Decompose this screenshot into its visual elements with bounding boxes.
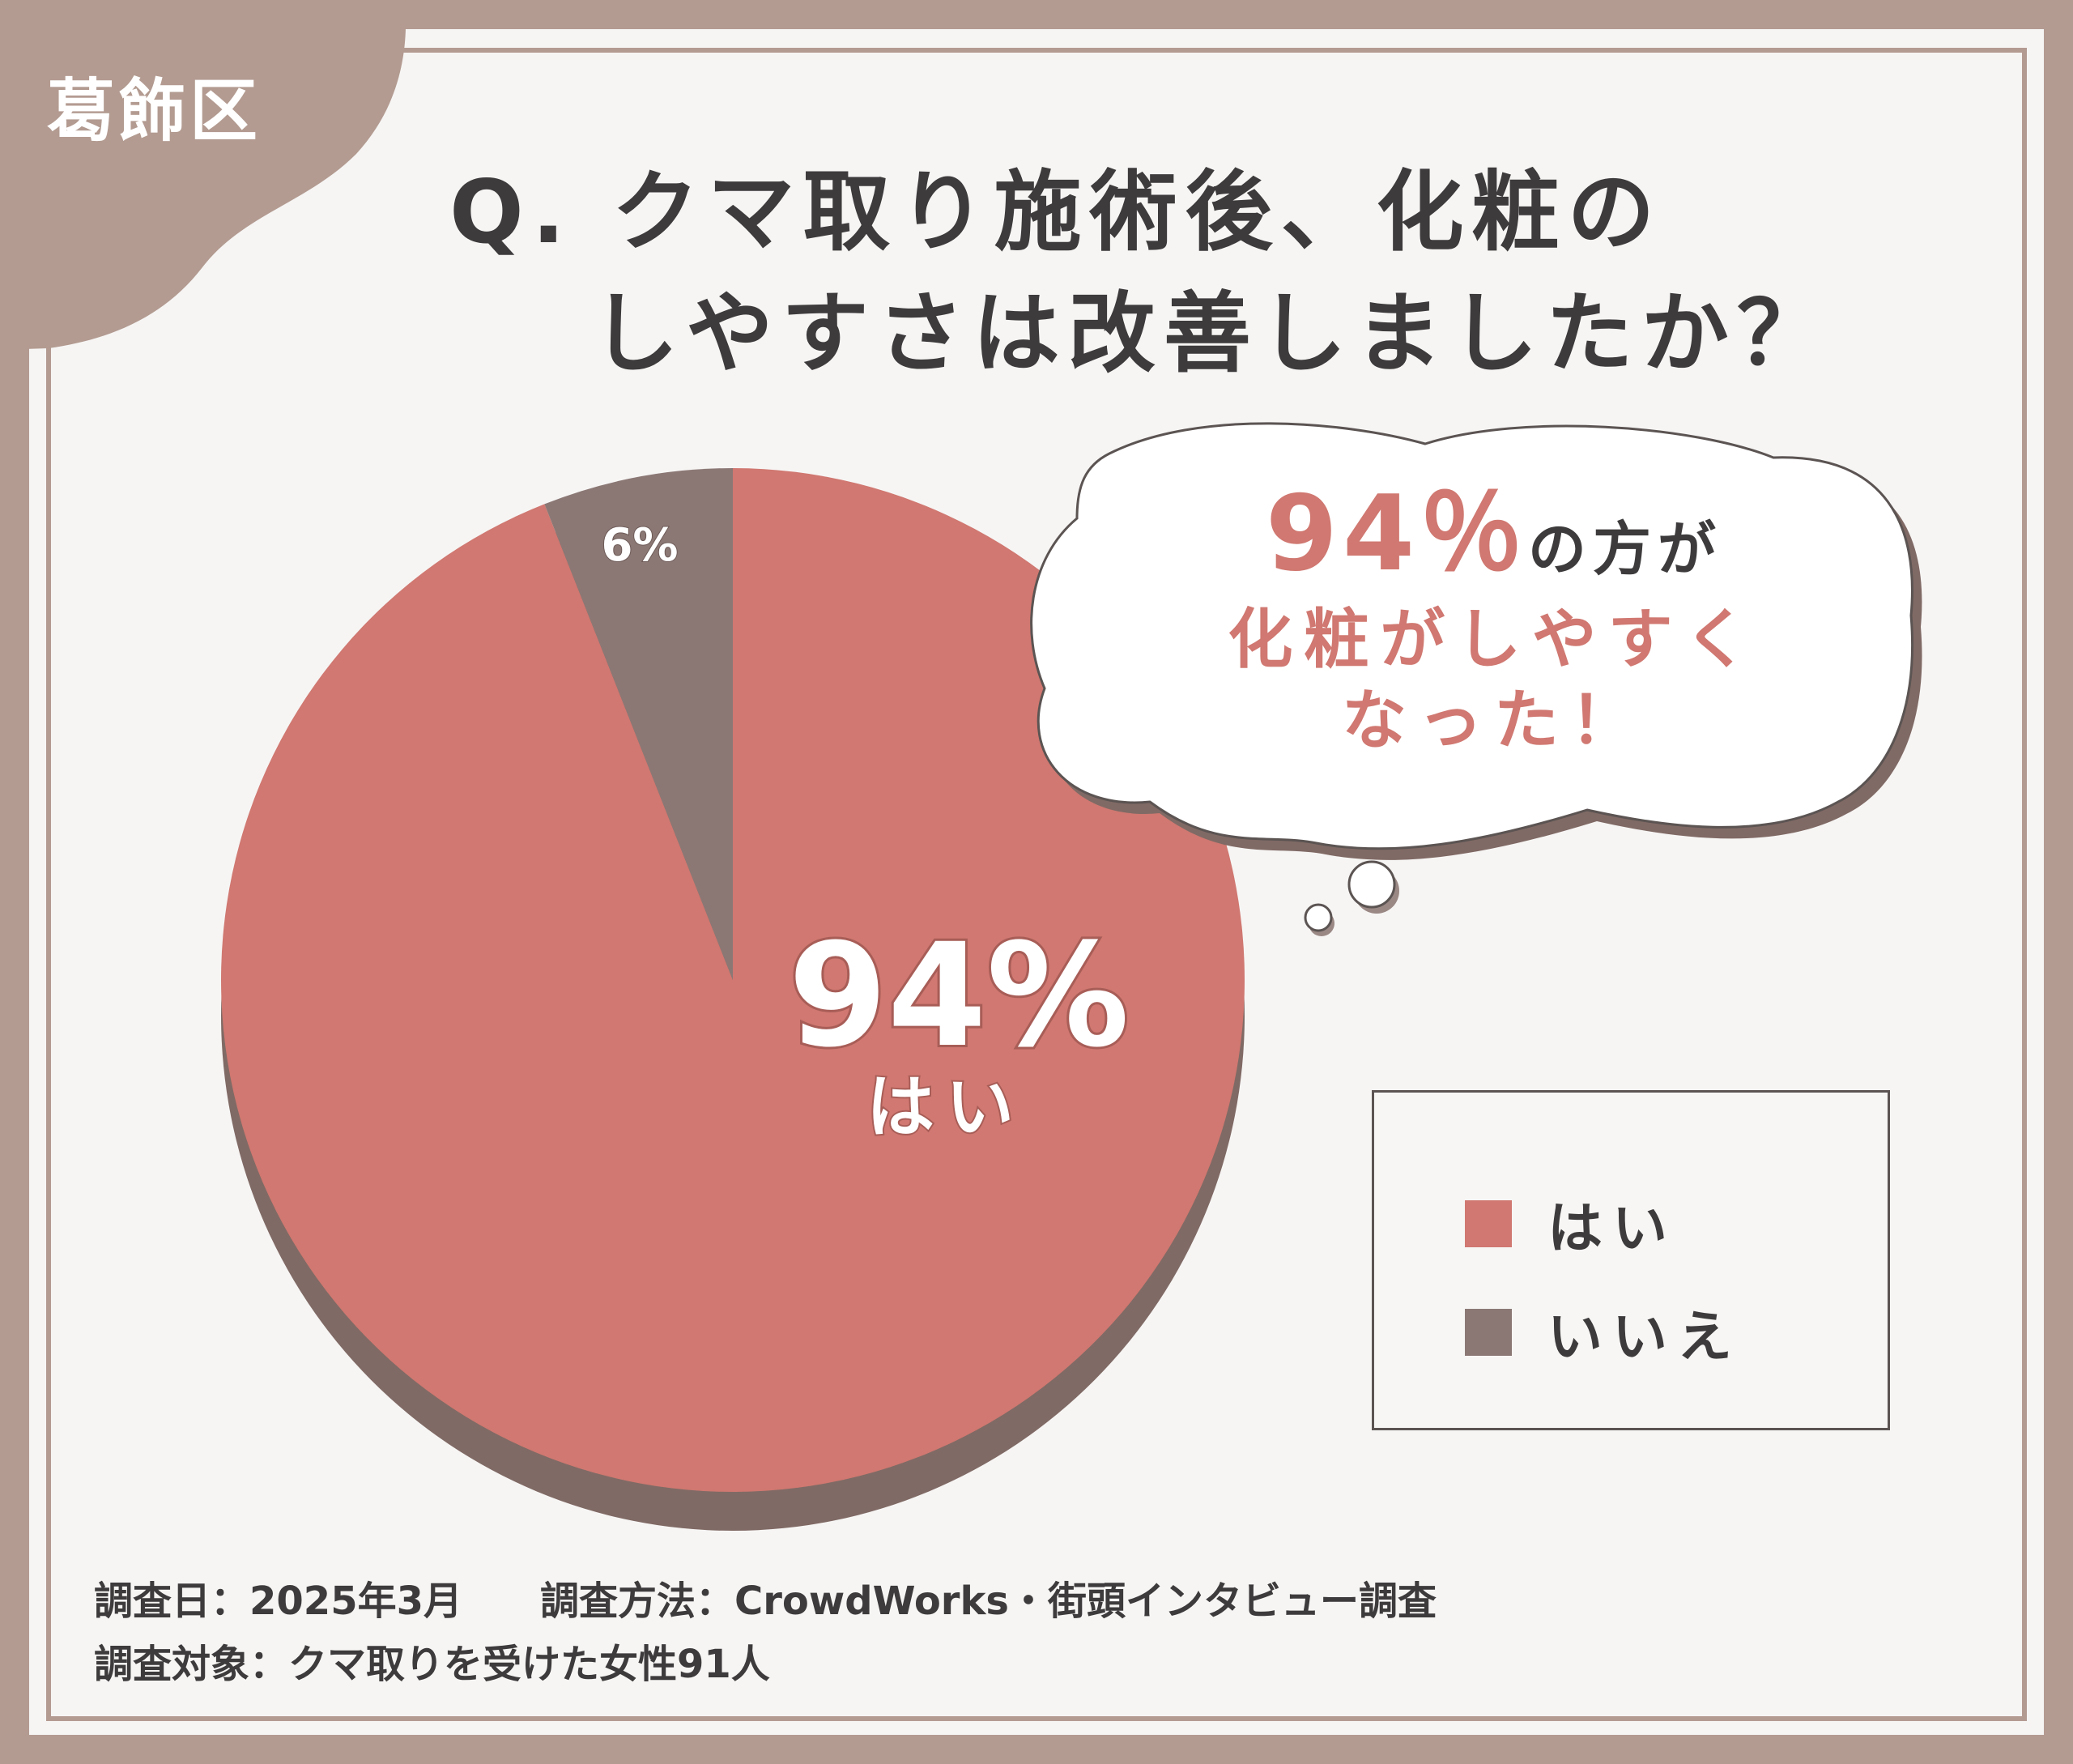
bubble-line-3: なった！	[1342, 683, 1646, 758]
survey-method: 調査方法：CrowdWorks・街頭インタビュー調査	[540, 1579, 1437, 1624]
main-slice-value: 94%	[788, 913, 1129, 1079]
speech-bubble	[1030, 422, 1914, 850]
legend-label-no: いいえ	[1547, 1306, 1743, 1370]
region-label-background	[0, 0, 407, 350]
minor-slice-label: 6%	[601, 519, 678, 572]
main-slice-label: はい	[866, 1067, 1025, 1147]
chart-title-line-1: Q. クマ取り施術後、化粧の	[449, 162, 1663, 263]
bubble-line-2: 化粧がしやすく	[1228, 602, 1760, 677]
survey-footer: 調査日：2025年3月 調査方法：CrowdWorks・街頭インタビュー調査 調…	[94, 1570, 1437, 1696]
legend-item-no: いいえ	[1465, 1292, 1742, 1372]
survey-target: 調査対象：クマ取りを受けた女性91人	[94, 1642, 770, 1687]
inner-frame	[46, 48, 2027, 1721]
legend-swatch-no	[1465, 1308, 1512, 1356]
bubble-line-1: 94％の方が	[1045, 470, 1943, 599]
bubble-text: 94％の方が 化粧がしやすく なった！	[1045, 470, 1943, 761]
chart-title-line-2: しやすさは改善しましたか？	[591, 283, 1832, 385]
legend-label-yes: はい	[1547, 1197, 1678, 1261]
pie-slice-no	[544, 468, 733, 980]
region-label: 葛飾区	[47, 71, 262, 151]
bubble-dot-small	[1304, 903, 1333, 932]
survey-date: 調査日：2025年3月	[94, 1579, 462, 1624]
legend: はい いいえ	[1372, 1090, 1890, 1430]
bubble-percent: 94％	[1265, 474, 1529, 594]
pie-group	[221, 468, 1245, 1492]
bubble-suffix: の方が	[1528, 515, 1723, 583]
legend-item-yes: はい	[1465, 1183, 1677, 1263]
pie-slice-yes	[221, 468, 1245, 1492]
legend-swatch-yes	[1465, 1199, 1512, 1247]
bubble-dot-large	[1347, 860, 1396, 909]
